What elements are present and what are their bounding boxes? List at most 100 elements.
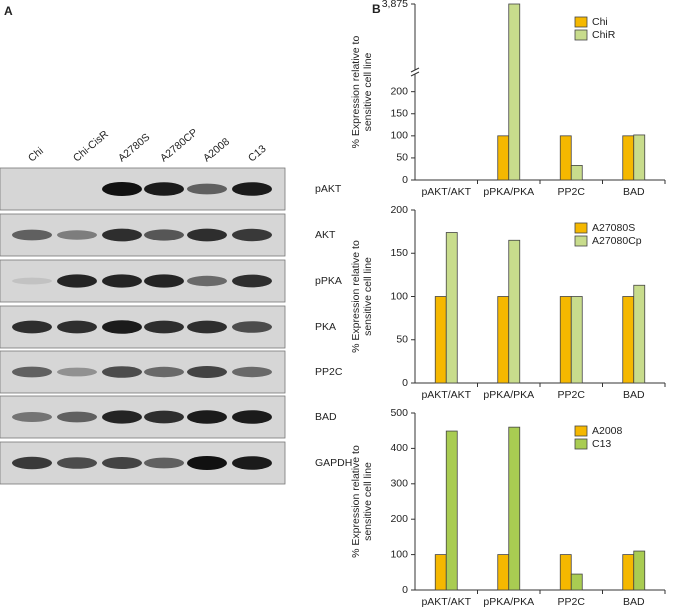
blot-band <box>187 183 227 195</box>
legend-label: C13 <box>592 438 611 450</box>
y-tick-label: 500 <box>390 407 408 419</box>
protein-label: pPKA <box>315 275 342 287</box>
y-axis-label: % Expression relative to <box>350 240 362 353</box>
blot-band <box>102 410 142 424</box>
blot-band <box>57 457 97 469</box>
blot-band <box>144 320 184 334</box>
blot-band <box>12 320 52 334</box>
blot-band <box>232 366 272 378</box>
axis-break <box>410 71 420 77</box>
panel-label: A <box>4 4 13 18</box>
blot-band <box>57 230 97 240</box>
y-axis-label: sensitive cell line <box>362 257 374 336</box>
y-tick-label: 50 <box>396 334 408 346</box>
bar <box>497 554 510 591</box>
blot-band <box>187 275 227 287</box>
bar <box>434 296 447 384</box>
bar <box>508 3 521 181</box>
blot-band <box>102 274 142 288</box>
y-tick-label: 50 <box>396 152 408 164</box>
bar <box>434 554 447 591</box>
y-tick-label: 300 <box>390 478 408 490</box>
x-tick-label: pPKA/PKA <box>483 389 534 401</box>
lane-label: A2008 <box>201 136 232 165</box>
legend-swatch <box>574 29 588 41</box>
bar <box>622 135 635 181</box>
x-tick-label: BAD <box>623 389 645 401</box>
bar <box>622 296 635 384</box>
x-tick-label: PP2C <box>558 389 586 401</box>
blot-band <box>187 228 227 242</box>
blot-band <box>102 182 142 196</box>
blot-band <box>144 229 184 241</box>
x-tick-label: pAKT/AKT <box>421 389 471 401</box>
y-tick-label: 3,875 <box>382 0 408 10</box>
bar <box>570 165 583 181</box>
blot-band <box>187 456 227 470</box>
blot-band <box>232 410 272 424</box>
blot-band <box>12 412 52 422</box>
x-tick-label: BAD <box>623 186 645 198</box>
legend-swatch <box>574 235 588 247</box>
protein-label: AKT <box>315 229 336 241</box>
blot-band <box>232 456 272 470</box>
bar <box>622 554 635 591</box>
x-tick-label: PP2C <box>558 596 586 608</box>
blot-band <box>144 274 184 288</box>
y-axis-label: % Expression relative to <box>350 36 362 149</box>
blot-band <box>232 228 272 242</box>
y-axis-label: sensitive cell line <box>362 462 374 541</box>
blot-band <box>187 366 227 378</box>
bar <box>633 284 646 384</box>
bar <box>559 554 572 591</box>
blot-band <box>187 410 227 424</box>
blot-band <box>102 320 142 334</box>
protein-label: pAKT <box>315 183 342 195</box>
y-tick-label: 0 <box>402 584 408 596</box>
blot-band <box>57 411 97 423</box>
bar <box>497 296 510 384</box>
y-tick-label: 0 <box>402 174 408 186</box>
y-tick-label: 150 <box>390 108 408 120</box>
legend-swatch <box>574 16 588 28</box>
bar <box>559 296 572 384</box>
blot-band <box>102 366 142 378</box>
legend-label: A27080S <box>592 222 635 234</box>
blot-band <box>232 321 272 333</box>
bar <box>633 134 646 181</box>
bar <box>570 573 583 591</box>
legend-swatch <box>574 222 588 234</box>
legend-label: ChiR <box>592 29 616 41</box>
blot-band <box>12 456 52 470</box>
blot-band <box>12 366 52 378</box>
legend-label: Chi <box>592 16 608 28</box>
x-tick-label: pPKA/PKA <box>483 186 534 198</box>
protein-label: GAPDH <box>315 457 352 469</box>
blot-band <box>144 366 184 378</box>
lane-label: Chi-CisR <box>71 128 111 164</box>
y-tick-label: 0 <box>402 377 408 389</box>
panel-label: B <box>372 2 381 16</box>
lane-label: A2780S <box>116 131 152 164</box>
blot-band <box>144 410 184 424</box>
y-tick-label: 200 <box>390 513 408 525</box>
lane-label: A2780CP <box>158 126 200 164</box>
legend-swatch <box>574 438 588 450</box>
bar <box>508 426 521 591</box>
x-tick-label: PP2C <box>558 186 586 198</box>
blot-band <box>144 457 184 469</box>
blot-band <box>232 182 272 196</box>
bar <box>559 135 572 181</box>
y-tick-label: 400 <box>390 442 408 454</box>
blot-band <box>57 274 97 288</box>
lane-label: Chi <box>26 145 46 164</box>
y-axis-label: sensitive cell line <box>362 52 374 131</box>
blot-band <box>232 274 272 288</box>
blot-band <box>144 182 184 196</box>
bar <box>445 430 458 591</box>
bar <box>445 232 458 384</box>
y-tick-label: 100 <box>390 130 408 142</box>
blot-band <box>102 457 142 469</box>
bar <box>497 135 510 181</box>
blot-band <box>102 228 142 242</box>
